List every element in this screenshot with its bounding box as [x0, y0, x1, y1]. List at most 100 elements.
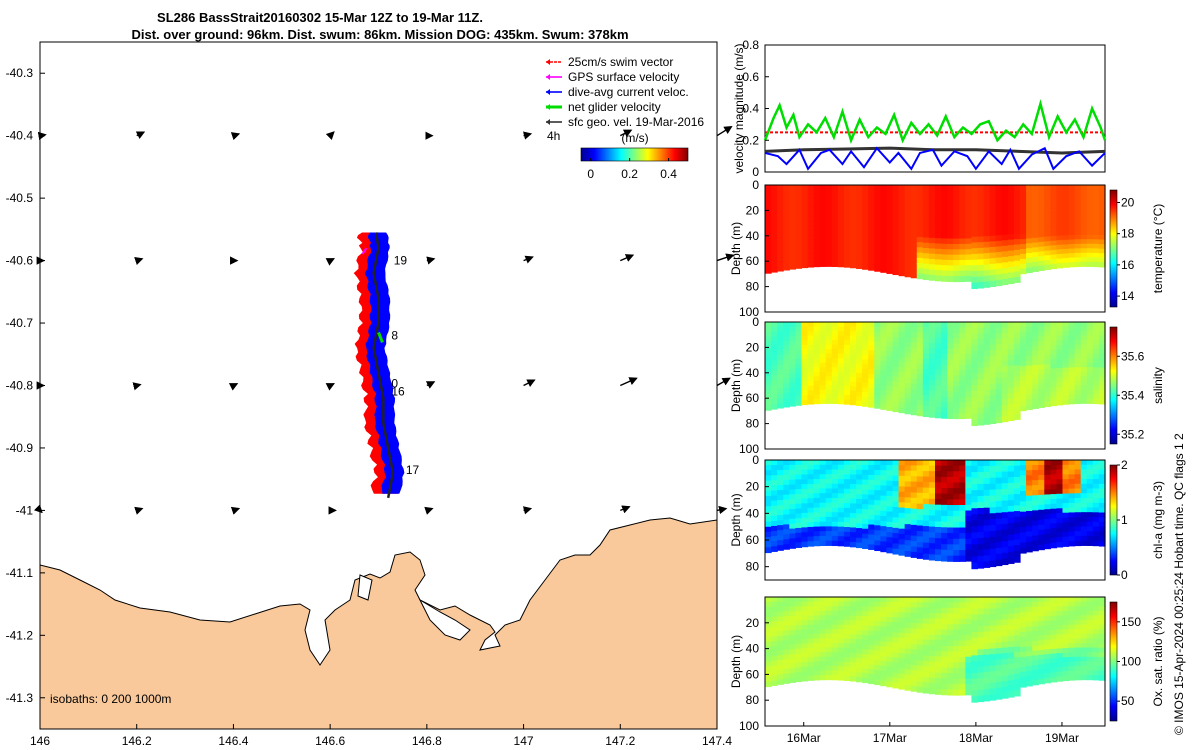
heatmap-cell: [965, 217, 973, 224]
heatmap-cell: [765, 475, 772, 482]
heatmap-cell: [910, 685, 918, 692]
heatmap-cell: [904, 612, 912, 619]
heatmap-cell: [795, 386, 803, 392]
tasmania-coastline: [40, 517, 717, 729]
heatmap-cell: [1020, 516, 1027, 523]
heatmap-cell: [971, 649, 979, 656]
heatmap-cell: [843, 610, 851, 617]
heatmap-cell: [916, 257, 924, 264]
heatmap-cell: [843, 517, 851, 523]
heatmap-cell: [1074, 469, 1082, 475]
heatmap-cell: [819, 675, 827, 681]
heatmap-cell: [1050, 644, 1058, 650]
heatmap-cell: [1020, 346, 1027, 353]
heatmap-cell: [1080, 216, 1088, 222]
heatmap-axes: [764, 596, 1106, 727]
heatmap-cell: [1080, 601, 1088, 607]
heatmap-cell: [850, 652, 857, 659]
heatmap-cell: [941, 504, 948, 512]
heatmap-cell: [904, 362, 912, 369]
heatmap-cell: [1086, 243, 1094, 249]
heatmap-cell: [1062, 488, 1070, 495]
heatmap-cell: [880, 267, 888, 273]
heatmap-cell: [953, 544, 960, 551]
heatmap-cell: [983, 350, 991, 357]
heatmap-cell: [947, 222, 954, 229]
heatmap-cell: [947, 471, 954, 478]
heatmap-cell: [1032, 398, 1039, 405]
heatmap-cell: [813, 239, 821, 245]
heatmap-cell: [1068, 502, 1076, 509]
heatmap-cell: [916, 628, 924, 635]
heatmap-cell: [886, 238, 894, 245]
heatmap-cell: [1044, 378, 1051, 384]
heatmap-cell: [831, 216, 839, 222]
heatmap-cell: [971, 344, 979, 352]
heatmap-cell: [916, 374, 924, 380]
heatmap-cell: [843, 541, 851, 547]
heatmap-cell: [795, 620, 803, 626]
heatmap-cell: [1080, 531, 1088, 537]
heatmap-cell: [777, 520, 784, 526]
heatmap-cell: [868, 364, 875, 370]
heatmap-cell: [1074, 497, 1082, 504]
heatmap-cell: [1074, 633, 1082, 639]
heatmap-cell: [910, 262, 918, 268]
heatmap-cell: [825, 483, 833, 490]
heatmap-cell: [868, 509, 875, 516]
heatmap-cell: [965, 651, 973, 658]
heatmap-cell: [910, 195, 918, 202]
heatmap-cell: [783, 504, 790, 511]
depth-tick-label: 0: [752, 178, 759, 192]
heatmap-cell: [801, 541, 809, 548]
heatmap-cell: [880, 597, 888, 603]
heatmap-cell: [1032, 355, 1039, 361]
heatmap-cell: [941, 265, 948, 272]
heatmap-cells: [765, 185, 1106, 290]
heatmap-cell: [886, 258, 894, 265]
heatmap-cell: [1044, 194, 1051, 200]
heatmap-cell: [868, 345, 875, 351]
heatmap-cell: [941, 640, 948, 647]
heatmap-cell: [771, 601, 778, 608]
heatmap-cell: [1056, 667, 1064, 673]
heatmap-cell: [959, 391, 966, 398]
heatmap-cell: [959, 499, 966, 506]
heatmap-cell: [813, 252, 821, 259]
heatmap-cell: [965, 254, 973, 261]
heatmap-cell: [783, 194, 790, 200]
heatmap-cell: [1044, 359, 1051, 365]
heatmap-cell: [947, 364, 954, 371]
heatmap-cell: [856, 249, 863, 256]
heatmap-cell: [910, 246, 918, 253]
heatmap-cell: [959, 260, 966, 266]
heatmap-cell: [1044, 597, 1051, 603]
heatmap-cell: [922, 327, 930, 334]
heatmap-cell: [1092, 207, 1100, 213]
heatmap-cell: [928, 374, 936, 381]
heatmap-cell: [935, 243, 942, 250]
legend-entry: dive-avg current veloc.: [568, 85, 689, 99]
heatmap-cell: [771, 389, 778, 396]
heatmap-cell: [1062, 671, 1070, 677]
heatmap-cell: [995, 372, 1003, 379]
heatmap-cell: [813, 248, 821, 254]
heatmap-cell: [1001, 653, 1009, 660]
heatmap-cell: [904, 215, 912, 222]
heatmap-cell: [789, 259, 796, 265]
heatmap-cell: [947, 527, 954, 534]
heatmap-cell: [947, 380, 954, 387]
heatmap-cell: [1038, 484, 1045, 491]
heatmap-cell: [843, 522, 851, 528]
heatmap-cell: [801, 629, 809, 635]
heatmap-cell: [1020, 244, 1027, 250]
heatmap-cell: [862, 255, 869, 261]
heatmap-cell: [771, 510, 778, 517]
heatmap-cell: [971, 339, 979, 346]
heatmap-cell: [983, 356, 991, 363]
heatmap-cell: [1086, 322, 1094, 328]
map-x-ticks: 146 146.2 146.4 146.6 146.8 147 147.2 147.4: [30, 724, 732, 748]
heatmap-cell: [904, 653, 912, 660]
heatmap-cell: [880, 322, 888, 328]
heatmap-cell: [1013, 260, 1021, 267]
